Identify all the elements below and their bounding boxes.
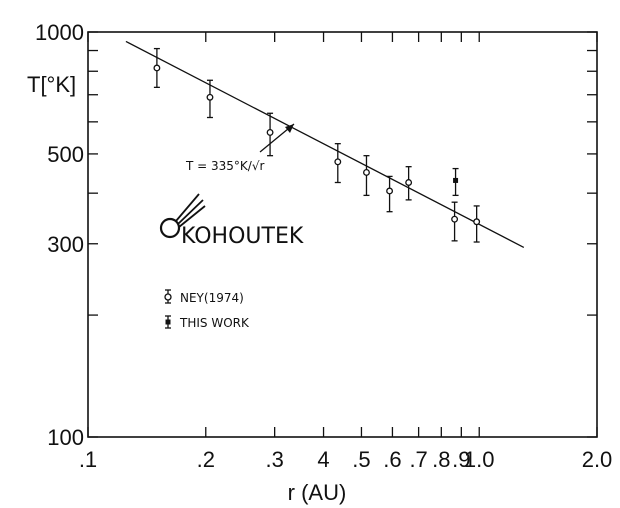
comet-label: KOHOUTEK — [181, 224, 304, 249]
x-tick-label: .5 — [352, 447, 370, 472]
x-tick-label: .1 — [79, 447, 97, 472]
x-axis-title: r (AU) — [288, 480, 347, 505]
y-axis-title: T[°K] — [27, 72, 76, 97]
data-points — [154, 49, 480, 242]
y-tick-label: 500 — [47, 142, 84, 167]
data-point — [474, 219, 480, 225]
legend-marker-this-work — [165, 316, 171, 328]
data-point — [406, 180, 412, 186]
x-tick-label: .8 — [432, 447, 450, 472]
x-tick-label: 2.0 — [582, 447, 613, 472]
data-point — [335, 159, 341, 165]
x-tick-label: .3 — [265, 447, 283, 472]
data-point — [154, 65, 160, 71]
x-tick-label: .7 — [409, 447, 427, 472]
data-point — [453, 178, 458, 183]
legend-label-ney: NEY(1974) — [180, 291, 244, 305]
legend-label-this-work: THIS WORK — [179, 316, 250, 330]
data-point — [267, 130, 273, 136]
x-tick-label: .2 — [197, 447, 215, 472]
y-tick-label: 1000 — [35, 20, 84, 45]
x-tick-label: 4 — [317, 447, 329, 472]
y-tick-label: 300 — [47, 232, 84, 257]
legend-marker-ney — [165, 290, 171, 303]
data-point — [452, 216, 458, 222]
x-tick-label: 1.0 — [464, 447, 495, 472]
data-point — [387, 188, 393, 194]
x-tick-labels: .1.2.3 4.5.6.7.8.91.0 2.0 — [79, 447, 612, 472]
data-point — [364, 170, 370, 176]
data-point — [207, 94, 213, 100]
y-tick-label: 100 — [47, 425, 84, 450]
legend: NEY(1974) THIS WORK — [165, 290, 250, 330]
fit-annotation-label: T = 335°K/√r — [185, 159, 264, 173]
x-tick-label: .6 — [383, 447, 401, 472]
